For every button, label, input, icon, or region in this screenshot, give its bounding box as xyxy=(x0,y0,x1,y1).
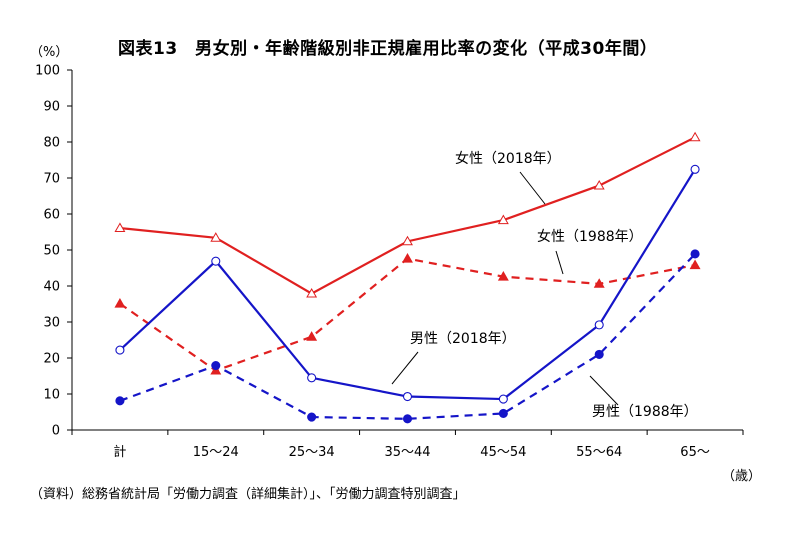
data-point xyxy=(115,396,125,406)
data-point xyxy=(594,349,604,359)
data-point xyxy=(402,414,413,424)
callout-leader-line xyxy=(589,375,619,406)
source-note: （資料）総務省統計局「労働力調査（詳細集計）」、「労働力調査特別調査」 xyxy=(30,487,466,502)
data-point xyxy=(497,214,509,225)
series-callout-label: 男性（2018年） xyxy=(410,331,516,347)
x-tick-label: 25〜34 xyxy=(289,445,335,460)
y-tick-label: 70 xyxy=(43,172,60,187)
x-tick-label: 計 xyxy=(113,444,126,460)
series-line xyxy=(119,257,696,372)
data-point xyxy=(114,222,126,232)
data-point xyxy=(593,278,605,288)
y-tick-label: 0 xyxy=(52,424,60,439)
y-tick-label: 80 xyxy=(43,136,60,151)
x-tick-label: 45〜54 xyxy=(480,445,526,460)
callouts: 女性（2018年） 女性（1988年） 男性（2018年） 男性（1988年） xyxy=(391,150,698,420)
y-tick-label: 100 xyxy=(35,64,60,79)
x-tick-label: 65〜 xyxy=(680,445,710,460)
data-point xyxy=(307,373,317,383)
data-point xyxy=(402,235,413,246)
data-point xyxy=(593,179,605,190)
x-tick-label: 15〜24 xyxy=(193,445,239,460)
data-point xyxy=(498,394,508,404)
y-tick-label: 10 xyxy=(43,388,60,403)
y-axis-unit-label: （%） xyxy=(30,45,69,60)
data-point xyxy=(689,259,701,270)
series-group xyxy=(114,131,701,424)
data-point xyxy=(690,164,700,174)
data-point xyxy=(115,345,125,355)
y-tick-label: 90 xyxy=(43,100,60,115)
y-tick-label: 40 xyxy=(43,280,60,295)
callout-leader-line xyxy=(391,351,419,385)
series-callout-label: 男性（1988年） xyxy=(592,404,698,420)
y-tick-label: 60 xyxy=(43,208,60,223)
series-callout-label: 女性（2018年） xyxy=(455,150,561,167)
data-point xyxy=(114,298,126,308)
y-tick-label: 30 xyxy=(43,316,60,331)
data-point xyxy=(211,361,221,371)
data-point xyxy=(497,271,509,281)
data-point xyxy=(498,408,508,418)
callout-leader-line xyxy=(519,171,546,205)
x-axis-unit-label: （歳） xyxy=(722,469,762,484)
y-tick-label: 50 xyxy=(43,244,60,259)
data-point xyxy=(306,287,318,298)
data-point xyxy=(210,232,222,242)
data-point xyxy=(689,131,701,142)
data-point xyxy=(307,412,317,422)
data-point xyxy=(402,253,413,263)
y-tick-label: 20 xyxy=(43,352,60,367)
series-callout-label: 女性（1988年） xyxy=(537,228,643,245)
data-point xyxy=(402,391,413,402)
axes: 0 10 20 30 40 50 60 70 80 90 100 計 15〜24 25〜34 35〜44 45… xyxy=(35,64,744,460)
x-tick-label: 55〜64 xyxy=(576,445,622,460)
callout-leader-line xyxy=(555,250,564,275)
data-point xyxy=(306,331,318,341)
x-tick-label: 35〜44 xyxy=(384,445,430,460)
data-point xyxy=(690,249,700,259)
data-point xyxy=(211,256,221,266)
chart-title: 図表13 男女別・年齢階級別非正規雇用比率の変化（平成30年間） xyxy=(118,39,658,59)
data-point xyxy=(594,320,604,330)
